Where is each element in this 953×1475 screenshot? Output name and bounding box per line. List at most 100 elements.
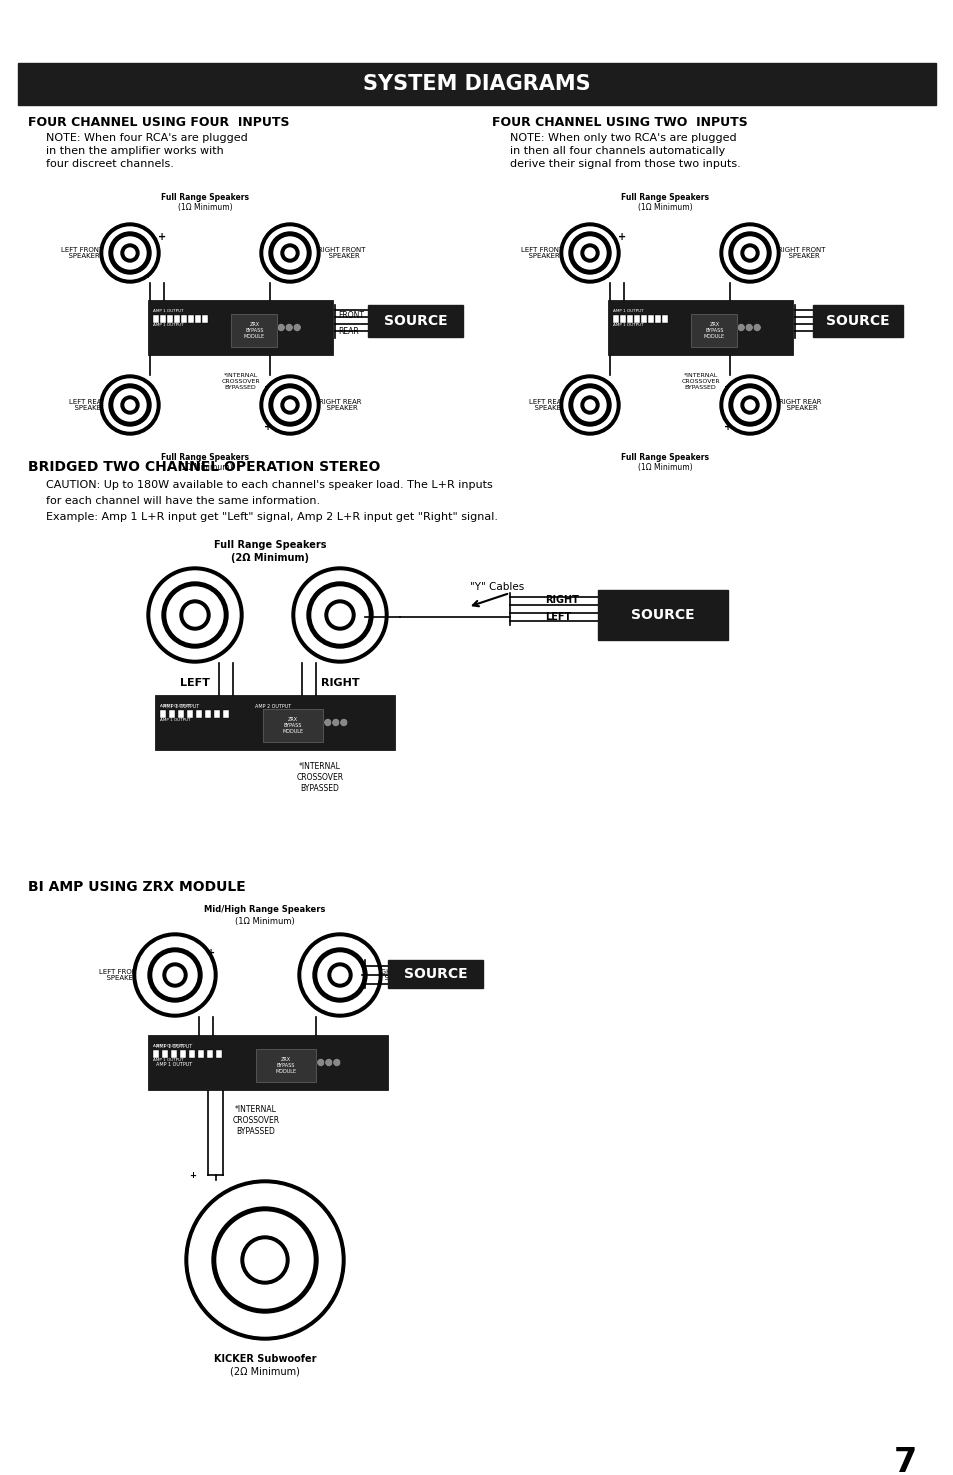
Circle shape bbox=[733, 389, 765, 420]
Text: LEFT: LEFT bbox=[544, 612, 571, 622]
Circle shape bbox=[121, 243, 139, 263]
Circle shape bbox=[104, 227, 156, 279]
Circle shape bbox=[212, 1207, 317, 1313]
Text: LEFT FRONT
  SPEAKER: LEFT FRONT SPEAKER bbox=[520, 246, 562, 260]
Circle shape bbox=[274, 389, 306, 420]
Text: AMP 1 OUTPUT: AMP 1 OUTPUT bbox=[152, 323, 183, 327]
Circle shape bbox=[167, 968, 183, 982]
Text: SOURCE: SOURCE bbox=[383, 314, 447, 327]
Text: REAR: REAR bbox=[337, 327, 358, 336]
Text: CAUTION: Up to 180W available to each channel's speaker load. The L+R inputs: CAUTION: Up to 180W available to each ch… bbox=[46, 479, 493, 490]
Text: LEFT FRONT
  SPEAKER: LEFT FRONT SPEAKER bbox=[99, 969, 141, 981]
Text: AMP 1 OUTPUT: AMP 1 OUTPUT bbox=[163, 705, 199, 709]
Bar bbox=[152, 316, 159, 323]
Circle shape bbox=[568, 384, 610, 426]
Bar bbox=[180, 1050, 186, 1058]
Text: Full Range Speakers: Full Range Speakers bbox=[213, 540, 326, 550]
Bar bbox=[633, 316, 639, 323]
Text: AMP 1 OUTPUT: AMP 1 OUTPUT bbox=[152, 1044, 183, 1049]
Circle shape bbox=[151, 571, 239, 659]
Text: +: + bbox=[190, 1171, 196, 1180]
Text: AMP 1 OUTPUT: AMP 1 OUTPUT bbox=[156, 1062, 193, 1068]
Text: +: + bbox=[603, 382, 612, 392]
Circle shape bbox=[264, 227, 315, 279]
Text: LEFT: LEFT bbox=[180, 678, 210, 687]
Bar bbox=[388, 960, 482, 988]
Text: ZRX
BYPASS
MODULE: ZRX BYPASS MODULE bbox=[244, 322, 265, 339]
Text: −: − bbox=[144, 232, 152, 242]
Circle shape bbox=[329, 603, 351, 625]
Circle shape bbox=[260, 223, 319, 283]
Bar bbox=[167, 316, 172, 323]
Text: AMP 1 OUTPUT: AMP 1 OUTPUT bbox=[156, 1044, 193, 1050]
Circle shape bbox=[269, 384, 311, 426]
Text: +: + bbox=[603, 270, 612, 280]
Circle shape bbox=[313, 948, 367, 1002]
Text: Full Range Speakers: Full Range Speakers bbox=[161, 193, 249, 202]
Circle shape bbox=[285, 323, 293, 332]
Text: −: − bbox=[723, 232, 731, 242]
Bar bbox=[18, 63, 935, 105]
Text: +: + bbox=[144, 270, 152, 280]
Circle shape bbox=[584, 248, 595, 258]
Text: AMP 1 OUTPUT: AMP 1 OUTPUT bbox=[613, 308, 643, 313]
Circle shape bbox=[100, 223, 160, 283]
Circle shape bbox=[744, 400, 754, 410]
Text: KICKER Subwoofer: KICKER Subwoofer bbox=[213, 1354, 315, 1364]
Circle shape bbox=[292, 566, 388, 662]
Circle shape bbox=[216, 1212, 313, 1308]
Text: +: + bbox=[618, 232, 625, 242]
Circle shape bbox=[728, 384, 770, 426]
Circle shape bbox=[317, 953, 361, 997]
Circle shape bbox=[125, 400, 135, 410]
Bar bbox=[255, 1049, 315, 1081]
Text: FRONT: FRONT bbox=[337, 311, 364, 320]
Circle shape bbox=[104, 379, 156, 431]
Text: (1Ω Minimum): (1Ω Minimum) bbox=[177, 463, 233, 472]
Circle shape bbox=[274, 237, 306, 268]
Text: SOURCE: SOURCE bbox=[631, 608, 694, 622]
Text: LEFT REAR
  SPEAKER: LEFT REAR SPEAKER bbox=[529, 398, 566, 412]
Text: +: + bbox=[207, 948, 214, 957]
Text: −: − bbox=[264, 382, 272, 392]
Circle shape bbox=[162, 583, 228, 648]
Bar bbox=[215, 1050, 222, 1058]
Circle shape bbox=[167, 587, 223, 643]
Circle shape bbox=[113, 389, 146, 420]
Bar bbox=[201, 316, 208, 323]
Circle shape bbox=[285, 248, 294, 258]
Bar bbox=[647, 316, 653, 323]
Text: *INTERNAL
CROSSOVER
BYPASSED: *INTERNAL CROSSOVER BYPASSED bbox=[233, 1105, 279, 1136]
Text: −: − bbox=[144, 422, 152, 432]
Circle shape bbox=[325, 600, 355, 630]
Bar bbox=[223, 711, 229, 718]
Text: AMP 1 OUTPUT: AMP 1 OUTPUT bbox=[152, 308, 183, 313]
Circle shape bbox=[740, 243, 759, 263]
Bar bbox=[189, 1050, 194, 1058]
Circle shape bbox=[180, 600, 210, 630]
Circle shape bbox=[281, 395, 298, 414]
Bar bbox=[178, 711, 184, 718]
Text: RIGHT REAR
  SPEAKER: RIGHT REAR SPEAKER bbox=[778, 398, 821, 412]
Circle shape bbox=[723, 379, 775, 431]
Text: −: − bbox=[723, 382, 731, 392]
Circle shape bbox=[132, 934, 216, 1016]
Text: "Y" Cables: "Y" Cables bbox=[470, 583, 524, 591]
Text: BI AMP USING ZRX MODULE: BI AMP USING ZRX MODULE bbox=[28, 881, 246, 894]
Circle shape bbox=[723, 227, 775, 279]
Circle shape bbox=[297, 934, 381, 1016]
Text: RIGHT: RIGHT bbox=[544, 594, 578, 605]
Bar bbox=[231, 314, 277, 347]
Bar bbox=[169, 711, 174, 718]
Circle shape bbox=[737, 323, 744, 332]
Circle shape bbox=[293, 323, 301, 332]
Text: NOTE: When four RCA's are plugged
in then the amplifier works with
four discreet: NOTE: When four RCA's are plugged in the… bbox=[46, 133, 248, 170]
Circle shape bbox=[147, 566, 243, 662]
Text: SYSTEM DIAGRAMS: SYSTEM DIAGRAMS bbox=[363, 74, 590, 94]
Text: Example: Amp 1 L+R input get "Left" signal, Amp 2 L+R input get "Right" signal.: Example: Amp 1 L+R input get "Left" sign… bbox=[46, 512, 497, 522]
Circle shape bbox=[163, 963, 187, 987]
Text: NOTE: When only two RCA's are plugged
in then all four channels automatically
de: NOTE: When only two RCA's are plugged in… bbox=[510, 133, 740, 170]
Text: Full Range Speakers: Full Range Speakers bbox=[161, 453, 249, 462]
Text: AMP 1 OUTPUT: AMP 1 OUTPUT bbox=[152, 1058, 183, 1062]
Bar bbox=[607, 299, 792, 355]
